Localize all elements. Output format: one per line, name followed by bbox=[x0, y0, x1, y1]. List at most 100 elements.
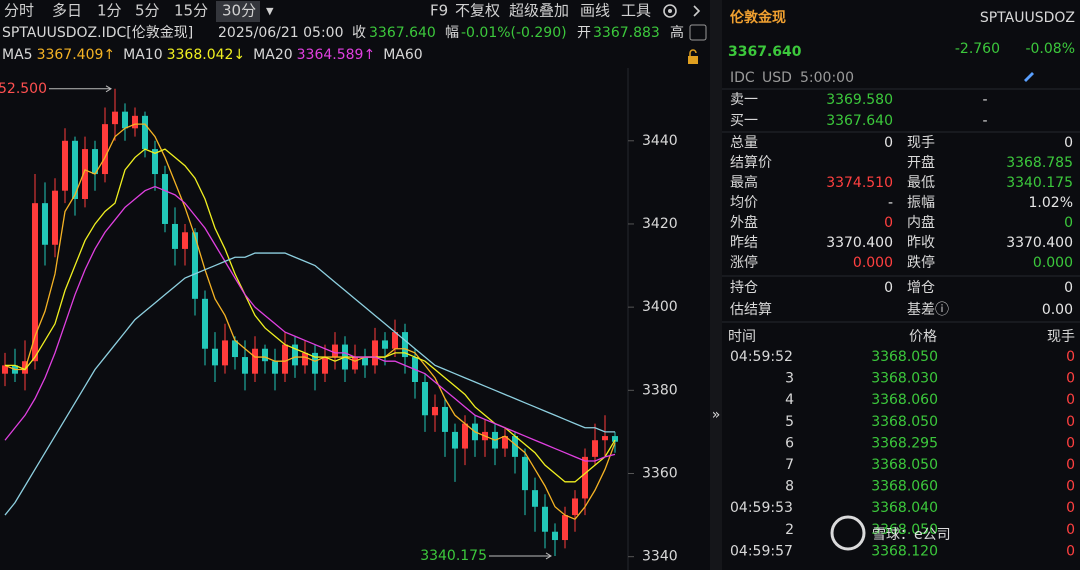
trade-price: 3368.050 bbox=[871, 522, 938, 538]
open-label: 开 bbox=[577, 25, 591, 41]
candle-body bbox=[532, 490, 538, 507]
legend-value: 3364.589 bbox=[297, 47, 364, 63]
legend-value: 3368.042 bbox=[167, 47, 234, 63]
candle-body bbox=[462, 423, 468, 449]
candle-body bbox=[522, 456, 528, 491]
stat-label: 涨停 bbox=[730, 254, 758, 271]
period-tab[interactable]: 5分 bbox=[135, 2, 160, 20]
quote-change: -2.760 bbox=[955, 41, 1000, 57]
edit-icon[interactable] bbox=[1024, 72, 1034, 82]
tool-button[interactable]: 不复权 bbox=[455, 2, 500, 20]
open-value: 3367.883 bbox=[593, 25, 660, 41]
period-tab[interactable]: 1分 bbox=[97, 2, 122, 20]
splitter[interactable] bbox=[710, 0, 722, 570]
annotation-label: 3340.175 bbox=[420, 548, 487, 564]
trade-volume: 0 bbox=[1066, 500, 1075, 516]
stat-label: 振幅 bbox=[907, 195, 935, 211]
quote-price: 3367.640 bbox=[728, 44, 802, 60]
watermark-logo bbox=[830, 515, 866, 551]
period-tab[interactable]: 15分 bbox=[174, 2, 208, 20]
period-tab[interactable]: 多日 bbox=[52, 2, 82, 20]
candle-body bbox=[322, 357, 328, 374]
close-value: 3367.640 bbox=[369, 25, 436, 41]
stat-value: 0 bbox=[884, 280, 893, 296]
candle-body bbox=[592, 440, 598, 457]
candle-body bbox=[452, 431, 458, 449]
quote-currency: USD bbox=[762, 70, 792, 86]
book-price: 3369.580 bbox=[826, 92, 893, 108]
stat-value: 0 bbox=[1064, 215, 1073, 231]
tool-button[interactable]: F9 bbox=[430, 2, 448, 20]
stat-value: 0 bbox=[1064, 280, 1073, 296]
stat-value: 0.000 bbox=[853, 255, 893, 271]
trade-time: 3 bbox=[785, 371, 794, 387]
candle-body bbox=[122, 111, 128, 129]
legend-trend: ↑ bbox=[363, 47, 375, 63]
stat-label: 跌停 bbox=[907, 254, 935, 271]
stat-label: 昨结 bbox=[730, 235, 758, 251]
candle-body bbox=[142, 115, 148, 150]
lock-icon[interactable] bbox=[688, 56, 698, 64]
tool-button[interactable]: 工具 bbox=[621, 2, 651, 20]
y-tick-label: 3440 bbox=[642, 133, 678, 149]
candle-body bbox=[372, 340, 378, 366]
candle-body bbox=[562, 515, 568, 541]
next-icon[interactable] bbox=[693, 5, 701, 17]
legend-name: MA5 bbox=[2, 47, 33, 63]
candle-body bbox=[432, 406, 438, 416]
ma-line bbox=[4, 185, 616, 462]
stat-label: 总量 bbox=[730, 135, 758, 151]
trade-price: 3368.050 bbox=[871, 349, 938, 365]
stat-label: 基差ⓘ bbox=[907, 301, 949, 318]
tool-button[interactable]: 超级叠加 bbox=[509, 2, 569, 20]
stat-value: 1.02% bbox=[1029, 195, 1073, 211]
candle-body bbox=[262, 348, 268, 362]
candle-body bbox=[422, 382, 428, 416]
book-label: 买一 bbox=[730, 113, 758, 129]
tool-button[interactable]: 画线 bbox=[580, 2, 610, 20]
dropdown-icon[interactable]: ▾ bbox=[266, 2, 274, 20]
candle-body bbox=[602, 436, 608, 441]
candle-body bbox=[242, 357, 248, 374]
trade-price: 3368.050 bbox=[871, 414, 938, 430]
candle-body bbox=[552, 531, 558, 541]
quote-code: SPTAUUSDOZ bbox=[980, 10, 1075, 26]
book-volume: - bbox=[982, 92, 987, 108]
expand-icon[interactable]: » bbox=[712, 407, 721, 423]
trades-header: 现手 bbox=[1047, 329, 1075, 345]
period-tab[interactable]: 分时 bbox=[4, 2, 34, 20]
stat-value: 0.00 bbox=[1042, 302, 1073, 318]
candle-body bbox=[2, 365, 8, 374]
y-tick-label: 3380 bbox=[642, 382, 678, 398]
legend-name: MA20 bbox=[253, 47, 292, 63]
candle-body bbox=[442, 406, 448, 432]
annotation-label: 3452.500 bbox=[0, 81, 47, 97]
trade-time: 8 bbox=[785, 479, 794, 495]
legend-trend: ↑ bbox=[103, 47, 115, 63]
legend-trend: ↓ bbox=[233, 47, 245, 63]
trade-time: 7 bbox=[785, 457, 794, 473]
trade-time: 2 bbox=[785, 522, 794, 538]
candle-body bbox=[72, 140, 78, 200]
stat-label: 结算价 bbox=[730, 155, 772, 171]
ma-line bbox=[4, 123, 616, 521]
y-tick-label: 3360 bbox=[642, 466, 678, 482]
trade-price: 3368.120 bbox=[871, 543, 938, 559]
wp-icon[interactable] bbox=[689, 24, 707, 41]
candle-body bbox=[252, 348, 258, 374]
stat-label: 最高 bbox=[730, 174, 758, 191]
trade-volume: 0 bbox=[1066, 479, 1075, 495]
settings-icon[interactable] bbox=[663, 4, 677, 18]
candle-body bbox=[512, 436, 518, 457]
period-tab[interactable]: 30分 bbox=[222, 2, 256, 20]
candle-body bbox=[542, 506, 548, 532]
quote-change-pct: -0.08% bbox=[1025, 41, 1075, 57]
trade-volume: 0 bbox=[1066, 392, 1075, 408]
candle-body bbox=[32, 203, 38, 362]
candle-body bbox=[382, 340, 388, 349]
candle-body bbox=[172, 223, 178, 249]
legend-name: MA60 bbox=[383, 47, 422, 63]
candle-body bbox=[572, 498, 578, 516]
candle-body bbox=[212, 348, 218, 366]
